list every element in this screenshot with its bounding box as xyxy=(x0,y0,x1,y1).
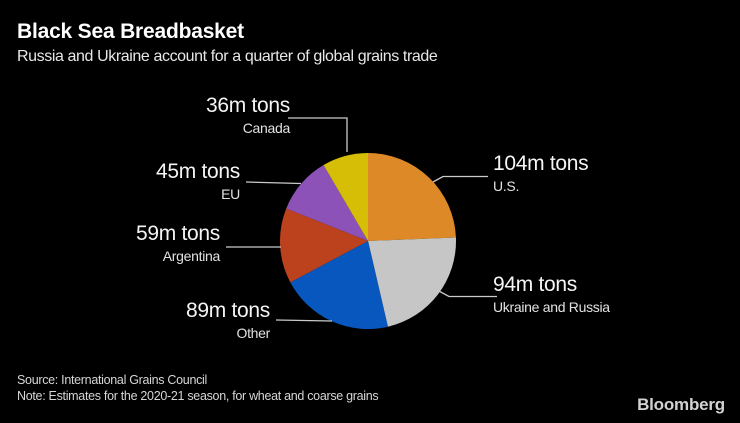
leader-line-eu xyxy=(245,181,302,185)
pie-value-other: 89m tons xyxy=(186,299,270,322)
leader-line-us xyxy=(432,175,488,183)
pie-label-eu: 45m tons EU xyxy=(156,159,240,202)
pie-slice-other xyxy=(290,241,388,330)
pie-slice-canada xyxy=(323,153,368,241)
leader-line-ukraine-russia xyxy=(436,289,497,298)
pie-name-ukraine-russia: Ukraine and Russia xyxy=(493,299,610,315)
pie-slice-argentina xyxy=(279,208,368,283)
pie-name-canada: Canada xyxy=(242,120,291,136)
chart-footer: Source: International Grains Council Not… xyxy=(17,372,379,404)
leader-line-other xyxy=(275,319,333,322)
pie-value-ukraine-russia: 94m tons xyxy=(493,273,577,296)
bloomberg-logo: Bloomberg xyxy=(637,395,725,414)
chart-title: Black Sea Breadbasket xyxy=(17,20,244,43)
pie-value-us: 104m tons xyxy=(493,152,589,175)
pie-name-argentina: Argentina xyxy=(162,248,221,264)
leader-line-canada xyxy=(288,117,348,152)
pie-value-eu: 45m tons xyxy=(156,160,240,183)
pie-slice-ukraine-and-russia xyxy=(368,237,457,327)
pie-name-eu: EU xyxy=(221,186,240,202)
pie-label-other: 89m tons Other xyxy=(186,298,270,341)
note-text: Note: Estimates for the 2020-21 season, … xyxy=(17,389,379,403)
pie-slice-u-s- xyxy=(368,153,456,241)
pie-name-us: U.S. xyxy=(493,178,520,194)
pie-label-argentina: 59m tons Argentina xyxy=(136,221,220,264)
pie-label-canada: 36m tons Canada xyxy=(206,93,290,136)
pie-slice-eu xyxy=(286,165,368,241)
pie-label-ukraine-russia: 94m tons Ukraine and Russia xyxy=(493,272,610,315)
source-text: Source: International Grains Council xyxy=(17,373,207,387)
pie-label-us: 104m tons U.S. xyxy=(493,151,589,194)
chart-header: Black Sea Breadbasket Russia and Ukraine… xyxy=(17,19,438,67)
pie-value-canada: 36m tons xyxy=(206,94,290,117)
pie-value-argentina: 59m tons xyxy=(136,222,220,245)
chart-subtitle: Russia and Ukraine account for a quarter… xyxy=(17,48,438,65)
pie-slices-group xyxy=(279,153,457,330)
pie-name-other: Other xyxy=(236,325,270,341)
